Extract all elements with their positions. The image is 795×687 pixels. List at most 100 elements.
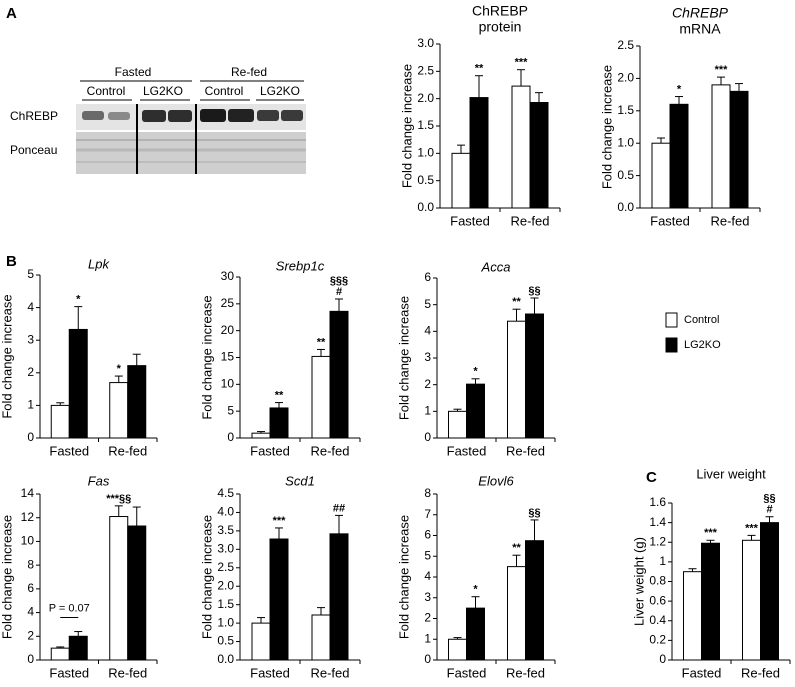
significance-label: ***§§ — [106, 493, 131, 505]
y-tick-label: 25 — [221, 296, 235, 310]
x-tick-label: Fasted — [447, 665, 487, 680]
lane-label: Control — [205, 84, 244, 98]
y-tick-label: 7 — [424, 507, 431, 521]
bar — [525, 540, 544, 661]
y-tick-label: 0.5 — [217, 634, 234, 648]
y-tick-label: 4 — [27, 605, 34, 619]
y-tick-label: 0 — [227, 430, 234, 444]
significance-label: ** — [475, 63, 484, 75]
bar — [729, 90, 749, 209]
lane-label: LG2KO — [143, 84, 183, 98]
y-tick-label: 1 — [424, 404, 431, 418]
y-tick-label: 1.5 — [217, 597, 234, 611]
y-axis-label: Fold change increase — [199, 515, 214, 639]
y-axis-label: Fold change increase — [0, 294, 14, 418]
y-tick-label: 1.6 — [649, 495, 666, 509]
band — [82, 111, 104, 120]
y-tick-label: 2.0 — [617, 71, 634, 85]
legend-label: LG2KO — [684, 339, 721, 351]
bar — [68, 328, 88, 439]
bar — [269, 538, 289, 661]
chart-title: Scd1 — [285, 473, 315, 488]
bar — [466, 383, 485, 439]
bar — [251, 622, 271, 661]
y-tick-label: 4 — [424, 324, 431, 338]
bar — [329, 533, 349, 661]
y-tick-label: 2 — [27, 365, 34, 379]
y-tick-label: 2 — [424, 611, 431, 625]
y-tick-label: 1.0 — [617, 135, 634, 149]
y-axis-label: Liver weight (g) — [631, 537, 646, 626]
bar — [68, 635, 88, 661]
significance-label: *** — [745, 522, 759, 534]
y-tick-label: 1 — [27, 398, 34, 412]
significance-label: *** — [715, 64, 729, 76]
y-axis-label: Fold change increase — [599, 65, 614, 189]
y-tick-label: 1.0 — [417, 146, 434, 160]
blot-group: Re-fed — [231, 65, 267, 79]
significance-label: # — [766, 504, 772, 516]
bar — [742, 539, 761, 661]
y-tick-label: 4.0 — [217, 505, 234, 519]
significance-label: ** — [275, 389, 284, 401]
panel-label: B — [6, 253, 17, 270]
legend-swatch — [665, 312, 678, 328]
legend-label: Control — [684, 314, 719, 326]
legend-swatch — [665, 337, 678, 353]
bar — [651, 142, 671, 209]
y-tick-label: 0.0 — [617, 200, 634, 214]
y-tick-label: 15 — [221, 350, 235, 364]
y-tick-label: 0.6 — [649, 593, 666, 607]
y-tick-label: 0 — [27, 430, 34, 444]
significance-label: *** — [273, 515, 287, 527]
y-tick-label: 3 — [424, 350, 431, 364]
y-tick-label: 0 — [659, 652, 666, 666]
chart-subtitle: mRNA — [679, 21, 721, 37]
bar — [701, 542, 720, 661]
band — [108, 112, 130, 120]
bar — [469, 97, 489, 209]
x-tick-label: Fasted — [450, 213, 490, 228]
y-axis-label: Fold change increase — [0, 515, 14, 639]
y-tick-label: 2.0 — [217, 578, 234, 592]
chart-title: Elovl6 — [478, 473, 514, 488]
y-tick-label: 0 — [424, 652, 431, 666]
x-tick-label: Fasted — [447, 443, 487, 458]
x-tick-label: Re-fed — [506, 443, 545, 458]
bar — [711, 84, 731, 209]
band — [142, 110, 166, 122]
x-tick-label: Re-fed — [108, 665, 147, 680]
y-tick-label: 0.0 — [417, 200, 434, 214]
significance-label: * — [677, 83, 682, 95]
x-tick-label: Fasted — [250, 665, 290, 680]
y-tick-label: 6 — [424, 528, 431, 542]
y-tick-label: 5 — [227, 403, 234, 417]
significance-label: ## — [333, 502, 345, 514]
blot-group: Fasted — [115, 65, 152, 79]
blot-row-label: ChREBP — [10, 109, 58, 123]
y-tick-label: 3.0 — [417, 36, 434, 50]
y-tick-label: 6 — [424, 270, 431, 284]
y-tick-label: 1.0 — [217, 615, 234, 629]
y-tick-label: 1.5 — [417, 118, 434, 132]
y-tick-label: 14 — [21, 486, 35, 500]
ponceau-stain — [76, 132, 306, 174]
y-tick-label: 3.0 — [217, 542, 234, 556]
bar — [109, 516, 129, 661]
y-tick-label: 2.5 — [417, 64, 434, 78]
chart-title: ChREBP — [672, 5, 729, 21]
x-tick-label: Re-fed — [108, 443, 147, 458]
y-tick-label: 3.5 — [217, 523, 234, 537]
y-tick-label: 8 — [27, 557, 34, 571]
significance-label: §§ — [528, 285, 540, 297]
y-tick-label: 30 — [221, 269, 235, 283]
x-tick-label: Fasted — [250, 443, 290, 458]
blot: Fasted Re-fed Control LG2KO Control LG2K… — [10, 65, 306, 174]
chart-title: Liver weight — [696, 466, 766, 481]
y-tick-label: 2.0 — [417, 91, 434, 105]
y-tick-label: 5 — [424, 548, 431, 562]
x-tick-label: Re-fed — [310, 665, 349, 680]
lane-label: Control — [87, 84, 126, 98]
